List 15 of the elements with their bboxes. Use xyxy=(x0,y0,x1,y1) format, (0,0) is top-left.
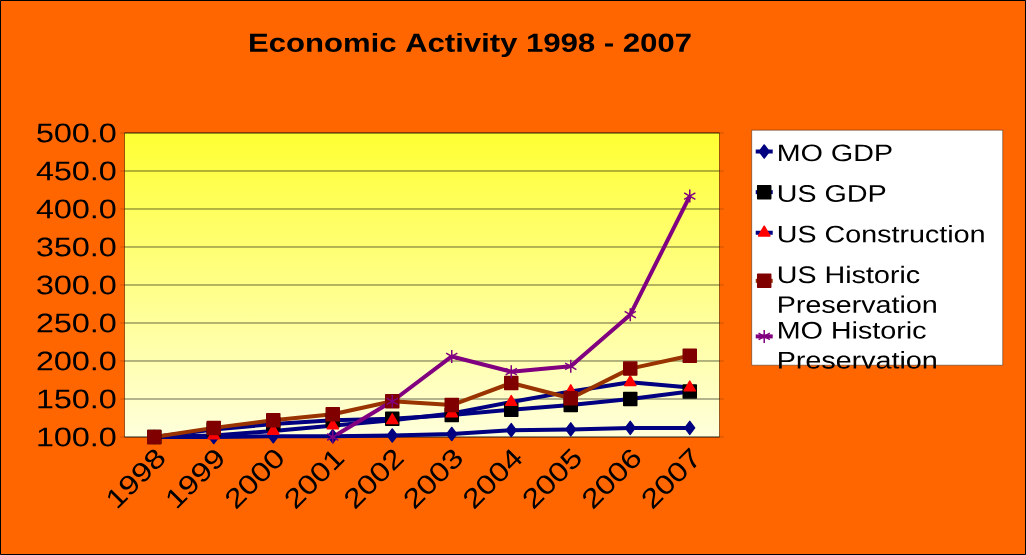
y-tick-label: 300.0 xyxy=(37,275,116,295)
legend-label: US Construction xyxy=(778,225,984,243)
legend-label: US Historic Preservation xyxy=(778,265,936,314)
y-tick-label: 150.0 xyxy=(38,389,116,409)
y-tick-label: 100.0 xyxy=(38,427,116,447)
y-tick-label: 500.0 xyxy=(37,123,116,143)
legend-label: MO GDP xyxy=(779,144,892,162)
legend-label: MO Historic Preservation xyxy=(779,321,936,369)
y-tick-label: 200.0 xyxy=(37,351,116,371)
legend-label: US GDP xyxy=(778,185,886,202)
chart-title: Economic Activity 1998 - 2007 xyxy=(250,32,691,58)
y-tick-label: 350.0 xyxy=(37,237,116,257)
y-tick-label: 250.0 xyxy=(37,313,116,333)
y-tick-label: 400.0 xyxy=(36,199,116,219)
y-tick-label: 450.0 xyxy=(36,161,116,181)
